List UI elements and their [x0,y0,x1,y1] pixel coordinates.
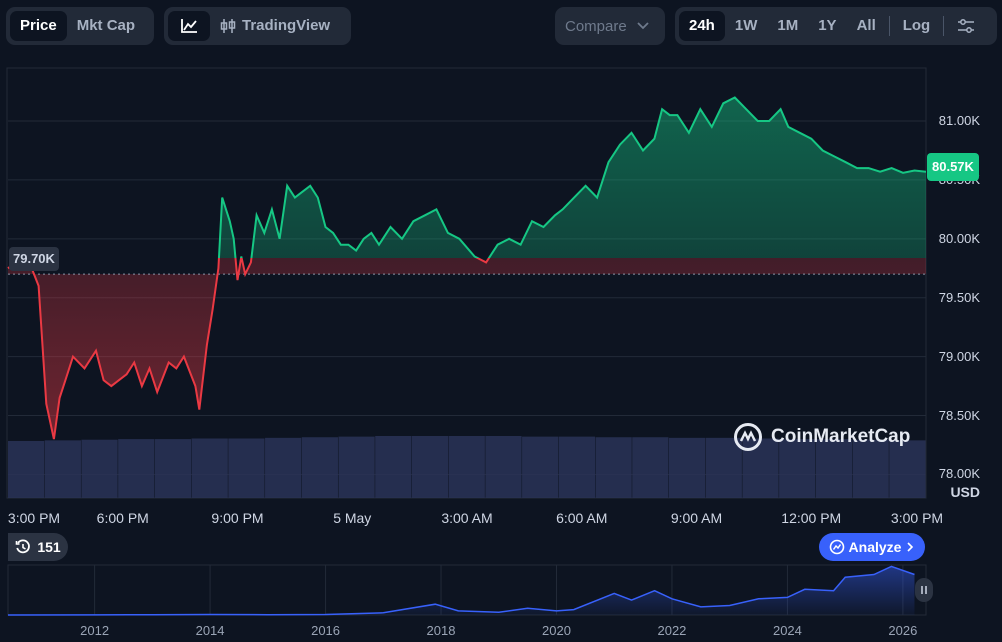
x-tick-label: 6:00 AM [556,510,608,526]
ai-chart-icon [829,539,844,555]
minimap-chart[interactable] [7,564,927,616]
compare-label: Compare [565,17,627,35]
y-tick-label: 81.00K [938,113,980,128]
price-area [8,97,926,440]
volume-bar [375,436,412,498]
tab-price[interactable]: Price [10,11,67,41]
volume-bar [191,438,228,498]
volume-bar [265,437,302,498]
x-tick-label: 3:00 AM [441,510,493,526]
open-price-badge: 79.70K [9,247,59,271]
minimap-area [8,566,915,615]
volume-bar [522,436,559,498]
range-1w[interactable]: 1W [734,17,758,34]
range-1y[interactable]: 1Y [818,17,837,34]
currency-label: USD [950,484,980,500]
volume-bar [154,439,192,498]
line-chart-icon [181,19,197,33]
tab-mkt-cap[interactable]: Mkt Cap [76,17,136,34]
x-tick-label: 3:00 PM [890,510,944,526]
y-tick-label: 78.50K [938,407,980,423]
chevron-right-icon [907,542,914,552]
minimap-line [7,565,915,616]
current-price-badge: 80.57K [927,153,979,181]
volume-bar [448,436,485,498]
candlestick-icon [220,19,236,33]
pause-icon [921,586,927,594]
volume-bar [411,436,449,498]
price-line-up [21,96,926,258]
volume-bar [595,437,632,498]
volume-bar [705,437,742,498]
y-tick-label: 80.00K [938,230,980,246]
analyze-label: Analyze [848,539,902,555]
volume-bar [779,439,816,498]
minimap-pause-handle[interactable] [915,578,933,602]
volume-bar [338,436,375,498]
x-tick-label: 9:00 AM [670,510,723,526]
x-tick-label: 3:00 PM [7,510,61,526]
toolbar-divider [943,16,945,36]
volume-bar [8,440,45,498]
volume-bar [81,439,118,498]
price-area-down [8,258,926,440]
chevron-down-icon [637,22,649,30]
minimap-year-label: 2016 [311,623,341,638]
analyze-button[interactable]: Analyze [819,533,925,561]
minimap-year-label: 2024 [772,623,802,638]
volume-bar [118,439,155,498]
minimap-year-label: 2022 [657,623,687,638]
price-line [7,96,926,440]
minimap-year-label: 2018 [426,623,456,638]
minimap-year-label: 2012 [80,623,110,638]
volume-bar [558,436,596,498]
history-count: 151 [37,539,61,555]
log-scale-button[interactable]: Log [902,17,931,34]
price-line-down [7,258,491,440]
minimap-year-label: 2026 [888,623,918,638]
y-tick-label: 78.00K [938,466,980,482]
toolbar-divider [888,16,890,36]
settings-button[interactable] [947,11,985,41]
chart-type-toggle: Price Mkt Cap [6,7,154,45]
y-tick-label: 79.00K [938,348,980,364]
history-icon [16,539,31,554]
volume-bar [44,440,81,498]
time-range-toggle: 24h 1W 1M 1Y All Log [675,7,997,45]
compare-dropdown[interactable]: Compare [555,7,665,45]
sliders-icon [958,19,975,33]
volume-bar [889,440,926,498]
tradingview-label: TradingView [242,17,331,34]
volume-bar [632,437,669,498]
volume-bars [8,436,926,498]
volume-bar [815,439,853,498]
line-chart-button[interactable] [168,11,210,41]
range-24h[interactable]: 24h [679,11,725,41]
coinmarketcap-logo-icon [734,423,762,451]
volume-bar [228,438,265,498]
range-1m[interactable]: 1M [777,17,799,34]
history-badge[interactable]: 151 [8,533,68,561]
minimap-year-label: 2020 [542,623,571,638]
x-tick-label: 6:00 PM [96,510,149,526]
volume-bar [852,439,889,498]
volume-bar [301,437,338,498]
x-tick-label: 5 May [333,510,372,526]
coinmarketcap-watermark: CoinMarketCap [733,422,910,452]
chart-style-toggle: TradingView [164,7,351,45]
volume-bar [668,437,706,498]
range-all[interactable]: All [856,17,876,34]
minimap-year-label: 2014 [195,623,225,638]
x-tick-label: 12:00 PM [781,510,842,526]
volume-bar [485,436,522,498]
y-tick-label: 79.50K [938,289,980,305]
x-tick-label: 9:00 PM [211,510,264,526]
price-area-up [24,97,926,258]
watermark-text: CoinMarketCap [771,426,911,447]
tradingview-button[interactable]: TradingView [210,11,340,41]
